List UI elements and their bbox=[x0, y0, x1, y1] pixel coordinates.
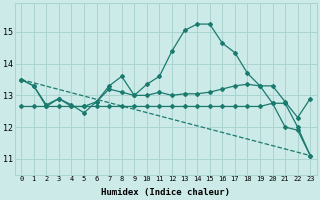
X-axis label: Humidex (Indice chaleur): Humidex (Indice chaleur) bbox=[101, 188, 230, 197]
